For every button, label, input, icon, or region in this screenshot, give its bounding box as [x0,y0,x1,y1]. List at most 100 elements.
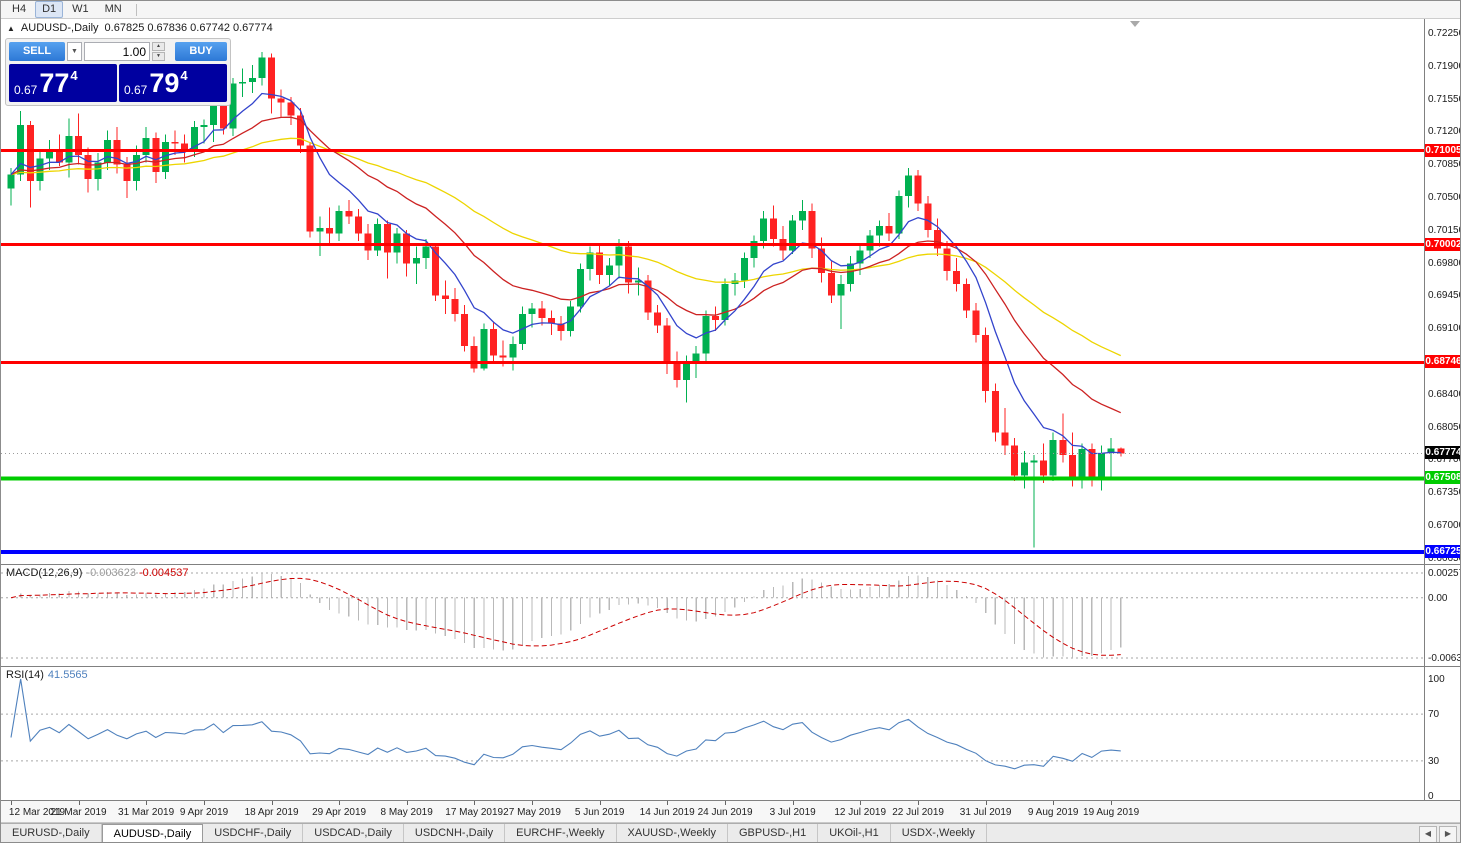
price-axis-label: 0.68050 [1428,421,1461,433]
candlestick-chart[interactable] [1,19,1424,564]
date-tick [78,801,80,805]
date-tick [599,801,601,805]
price-axis-label: 0.67350 [1428,487,1461,499]
date-axis-label: 14 Jun 2019 [639,807,695,818]
macd-rsi-divider[interactable] [1,666,1460,667]
macd-label: MACD(12,26,9) -0.003623 -0.004537 [6,567,189,579]
price-axis-label: 0.69450 [1428,290,1461,302]
macd-chart [1,572,1424,659]
price-axis-label: 0.72250 [1428,27,1461,39]
date-tick [474,801,476,805]
one-click-collapse-icon[interactable]: ▲ [7,23,15,33]
lot-stepper: ▲ ▼ [152,42,165,61]
chart-tab-eurchfweekly[interactable]: EURCHF-,Weekly [505,824,617,842]
price-axis[interactable]: 0.72250 0.71900 0.71550 0.71200 0.70850 0.705… [1424,19,1461,802]
rsi-axis-label: 30 [1428,755,1440,767]
tab-arrows: ◀ ▶ [1419,824,1460,842]
buy-price-big: 79 [149,68,180,98]
price-axis-label: 0.70850 [1428,159,1461,171]
date-axis-label: 5 Jun 2019 [574,807,625,818]
chart-header: ▲ AUDUSD-,Daily 0.67825 0.67836 0.67742 … [7,22,273,34]
toolbar-separator [135,3,137,16]
chart-tab-usdxweekly[interactable]: USDX-,Weekly [891,824,987,842]
macd-indicator-panel[interactable]: MACD(12,26,9) -0.003623 -0.004537 [1,565,1424,666]
sell-price-sup: 4 [70,68,78,83]
chart-tab-xauusdweekly[interactable]: XAUUSD-,Weekly [617,824,728,842]
buy-price-prefix: 0.67 [124,83,148,97]
sell-button[interactable]: SELL [9,42,65,61]
main-macd-divider[interactable] [1,564,1460,565]
chart-tab-bar: EURUSD-,Daily AUDUSD-,Daily USDCHF-,Daily U… [1,823,1460,842]
lot-increase-button[interactable]: ▲ [152,42,165,51]
date-axis-label: 29 Apr 2019 [312,807,367,818]
date-tick [146,801,148,805]
date-axis-label: 31 Mar 2019 [118,807,175,818]
chart-tab-eurusddaily[interactable]: EURUSD-,Daily [1,824,102,842]
date-tick [339,801,341,805]
date-axis-label: 24 Jun 2019 [697,807,753,818]
chart-tabs: EURUSD-,Daily AUDUSD-,Daily USDCHF-,Daily U… [1,824,987,842]
chart-shift-marker[interactable] [1130,21,1140,27]
lot-size-input[interactable] [84,42,150,61]
price-axis-label: 0.67700 [1428,454,1461,466]
price-chart-area[interactable]: ▲ AUDUSD-,Daily 0.67825 0.67836 0.67742 … [1,19,1424,564]
date-tick [1111,801,1113,805]
rsi-label: RSI(14) 41.5565 [6,669,88,681]
date-tick [725,801,727,805]
chart-symbol-label: AUDUSD-,Daily [20,22,99,34]
rsi-chart [1,678,1424,770]
macd-axis-label: -0.006326 [1428,653,1460,664]
price-axis-label: 0.71200 [1428,126,1461,138]
bid-price-tag: 0.67774 [1425,446,1461,460]
buy-button[interactable]: BUY [175,42,227,61]
timeframe-button-h4[interactable]: H4 [12,3,27,15]
lot-decrease-button[interactable]: ▼ [152,52,165,61]
timeframe-button-d1[interactable]: D1 [35,1,64,18]
macd-axis-label: 0.002574 [1428,568,1460,579]
chart-tab-gbpusdh1[interactable]: GBPUSD-,H1 [728,824,819,842]
tabs-scroll-right-button[interactable]: ▶ [1439,825,1457,842]
lot-dropdown-button[interactable]: ▼ [67,42,82,61]
price-axis-label: 0.67000 [1428,519,1461,531]
tabs-scroll-left-button[interactable]: ◀ [1419,825,1437,842]
date-axis[interactable]: 12 Mar 2019 21 Mar 2019 31 Mar 2019 9 Apr 2… [1,801,1460,823]
date-tick [792,801,794,805]
date-axis-label: 21 Mar 2019 [50,807,107,818]
buy-price-display[interactable]: 0.67 79 4 [119,64,227,102]
chart-tab-audusddaily[interactable]: AUDUSD-,Daily [101,824,204,842]
sell-price-prefix: 0.67 [14,83,38,97]
price-level-tag: 0.71005 [1425,143,1461,157]
price-axis-label: 0.71550 [1428,93,1461,105]
chart-tab-usdcnhdaily[interactable]: USDCNH-,Daily [404,824,506,842]
date-axis-label: 12 Mar 2019 [8,807,66,818]
rsi-indicator-panel[interactable]: RSI(14) 41.5565 [1,667,1424,800]
date-tick [985,801,987,805]
rsi-name: RSI(14) [6,669,44,681]
timeframe-button-w1[interactable]: W1 [72,3,89,15]
date-tick [204,801,205,805]
sell-price-big: 77 [39,68,70,98]
chart-ohlc-values: 0.67825 0.67836 0.67742 0.67774 [104,22,273,34]
price-axis-label: 0.66650 [1428,552,1461,564]
date-tick [532,801,534,805]
price-axis-label: 0.71900 [1428,60,1461,72]
date-tick [1053,801,1055,805]
chart-tab-usdcaddaily[interactable]: USDCAD-,Daily [303,824,404,842]
one-click-trading-panel: SELL ▼ ▲ ▼ BUY 0.67 77 4 0.67 79 4 [5,38,231,106]
buy-price-sup: 4 [180,68,188,83]
timeframe-button-mn[interactable]: MN [104,3,122,15]
date-tick [11,801,12,805]
chart-tab-usdchfdaily[interactable]: USDCHF-,Daily [203,824,304,842]
price-level-tag: 0.68746 [1425,355,1461,369]
date-tick [406,801,408,805]
date-axis-label: 3 Jul 2019 [769,807,816,818]
price-axis-label: 0.70150 [1428,224,1461,236]
date-axis-label: 12 Jul 2019 [834,807,887,818]
timeframe-toolbar: H4 D1 W1 MN [1,1,1460,19]
sell-price-display[interactable]: 0.67 77 4 [9,64,117,102]
price-level-tag: 0.70002 [1425,237,1461,251]
date-axis-label: 9 Aug 2019 [1027,807,1079,818]
chart-tab-ukoilh1[interactable]: UKOil-,H1 [818,824,891,842]
price-axis-label: 0.69100 [1428,323,1461,335]
